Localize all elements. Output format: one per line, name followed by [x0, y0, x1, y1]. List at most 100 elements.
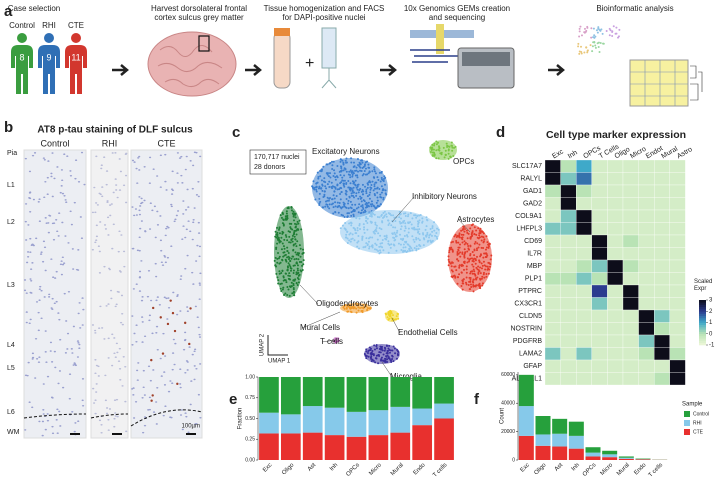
cell-dot	[341, 206, 344, 209]
cell-dot	[377, 353, 380, 356]
cell-dot	[426, 231, 429, 234]
cell-dot	[322, 206, 325, 209]
cell-dot	[463, 253, 466, 256]
cell-dot	[383, 210, 386, 213]
cell-dot	[478, 243, 481, 246]
cell-dot	[354, 174, 357, 177]
callout-line	[458, 219, 471, 233]
cell-dot	[376, 176, 379, 179]
cell-dot	[281, 230, 284, 233]
x-tick-label: Oligo	[533, 462, 548, 477]
bar-segment	[434, 377, 454, 404]
cell-dot	[397, 317, 400, 320]
heatmap-cell	[638, 259, 655, 273]
nucleus	[184, 168, 187, 171]
bar-segment	[259, 377, 279, 413]
cell-dot	[388, 222, 391, 225]
cell-dot	[422, 244, 425, 247]
cell-dot	[388, 243, 391, 246]
nucleus	[119, 271, 122, 273]
nucleus	[104, 374, 107, 377]
nucleus	[155, 325, 159, 328]
nucleus	[133, 161, 136, 163]
heatmap-cell	[591, 322, 608, 336]
nucleus	[134, 208, 138, 210]
mini-umap-dot	[608, 34, 611, 37]
nucleus	[151, 332, 154, 335]
nucleus	[44, 351, 47, 353]
cell-dot	[490, 254, 493, 257]
cell-dot	[387, 224, 390, 227]
nucleus	[95, 202, 98, 204]
workflow-step: Case selection	[7, 4, 61, 13]
cell-dot	[425, 216, 428, 219]
tau-stain	[151, 394, 154, 397]
cell-dot	[351, 175, 354, 178]
cell-dot	[456, 276, 459, 279]
cell-dot	[399, 243, 402, 246]
cell-dot	[459, 255, 462, 258]
nucleus	[191, 238, 194, 241]
nucleus	[25, 239, 28, 241]
cell-dot	[471, 234, 474, 237]
nucleus	[138, 196, 141, 198]
nucleus	[79, 216, 82, 218]
column-label: Exc	[551, 148, 565, 160]
cell-dot	[367, 240, 370, 243]
cell-dot	[482, 273, 485, 276]
cell-dot	[380, 176, 383, 179]
scale-bar	[112, 433, 122, 435]
nucleus	[96, 204, 99, 206]
nucleus	[59, 338, 62, 341]
cell-dot	[360, 200, 363, 203]
cell-dot	[358, 247, 361, 250]
heatmap-cell	[576, 334, 592, 348]
cell-dot	[393, 347, 396, 350]
cell-dot	[394, 219, 397, 222]
x-tick-label: T cells	[432, 462, 448, 478]
cell-dot	[352, 305, 355, 308]
cell-dot	[380, 196, 383, 199]
cell-dot	[461, 251, 464, 254]
tau-stain	[189, 307, 192, 310]
cell-dot	[453, 235, 456, 238]
cell-dot	[292, 284, 295, 287]
cell-dot	[373, 168, 376, 171]
cell-dot	[469, 237, 472, 240]
cell-dot	[391, 232, 394, 235]
cell-dot	[350, 214, 353, 217]
cell-dot	[470, 224, 473, 227]
nucleus	[135, 340, 138, 343]
cell-dot	[387, 347, 390, 350]
cell-dot	[482, 260, 485, 263]
cell-dot	[390, 317, 393, 320]
cell-dot	[399, 237, 402, 240]
cell-dot	[365, 217, 368, 220]
nucleus	[31, 406, 34, 409]
colorbar-step	[699, 300, 706, 303]
colorbar-step	[699, 324, 706, 328]
cell-dot	[321, 183, 324, 186]
cell-dot	[342, 162, 345, 165]
cell-dot	[366, 211, 369, 214]
nucleus	[103, 265, 106, 268]
cell-dot	[339, 198, 342, 201]
nucleus	[60, 185, 63, 187]
micrograph	[130, 149, 203, 439]
cell-dot	[394, 233, 397, 236]
mini-umap-dot	[592, 36, 595, 39]
cell-dot	[475, 249, 478, 252]
heatmap-cell	[544, 322, 561, 336]
nucleus	[113, 417, 116, 420]
cell-dot	[363, 163, 366, 166]
cell-dot	[403, 235, 406, 238]
cell-dot	[276, 276, 279, 279]
person-body	[11, 45, 33, 94]
cell-dot	[287, 258, 290, 261]
cell-dot	[359, 307, 362, 310]
cell-dot	[326, 205, 329, 208]
heatmap-cell	[607, 347, 624, 361]
row-label: NOSTRIN	[511, 326, 543, 333]
cell-dot	[378, 188, 381, 191]
